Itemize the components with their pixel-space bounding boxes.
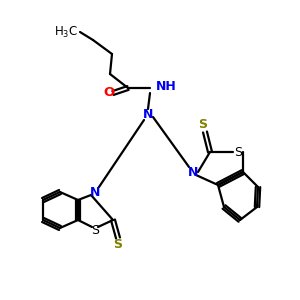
Text: N: N (143, 109, 153, 122)
Text: S: S (199, 118, 208, 131)
Text: N: N (90, 185, 100, 199)
Text: S: S (234, 146, 242, 158)
Text: O: O (103, 85, 115, 98)
Text: NH: NH (156, 80, 177, 94)
Text: S: S (91, 224, 99, 236)
Text: H$_3$C: H$_3$C (54, 24, 78, 40)
Text: N: N (188, 166, 198, 178)
Text: S: S (113, 238, 122, 251)
